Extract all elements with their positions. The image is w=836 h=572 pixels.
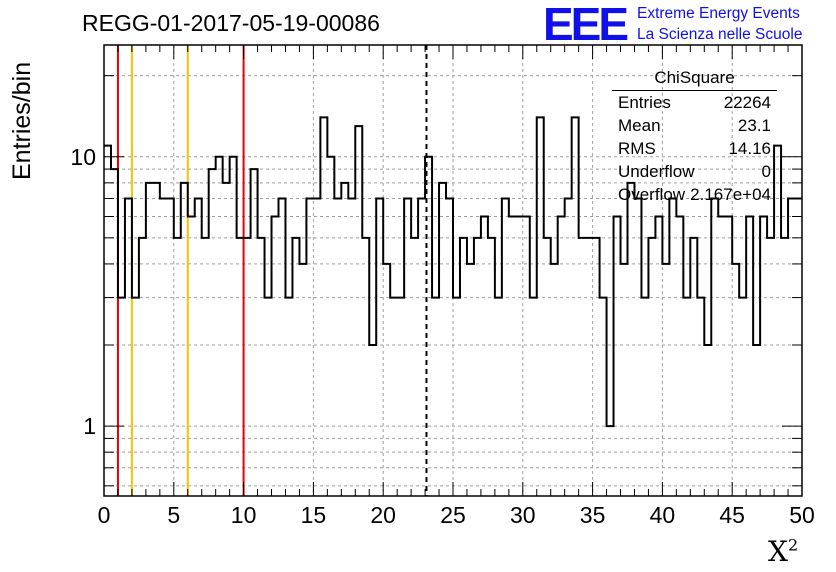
y-tick-label: 10 [70,144,96,170]
stats-row-underflow: Underflow 0 [612,160,777,183]
stats-value: 2.167e+04 [690,185,771,204]
logo-caption-line1: Extreme Energy Events [637,5,800,22]
stats-key: RMS [618,139,656,158]
stats-key: Entries [618,93,671,112]
x-tick-label: 30 [510,502,536,528]
stats-value: 0 [761,162,771,181]
stats-box: ChiSquare Entries 22264 Mean 23.1 RMS 14… [612,66,777,206]
x-tick-label: 35 [580,502,606,528]
x-tick-label: 10 [231,502,257,528]
x-tick-label: 25 [440,502,466,528]
stats-value: 22264 [723,93,771,112]
x-tick-label: 15 [301,502,327,528]
stats-row-rms: RMS 14.16 [612,137,777,160]
stats-key: Overflow [618,185,686,204]
stats-value: 23.1 [737,116,771,135]
x-tick-label: 0 [98,502,111,528]
stats-value: 14.16 [728,139,771,158]
stats-row-mean: Mean 23.1 [612,114,777,137]
x-tick-label: 45 [719,502,745,528]
stats-row-overflow: Overflow 2.167e+04 [612,183,777,206]
x-tick-label: 40 [650,502,676,528]
y-axis-label: Entries/bin [8,61,36,180]
stats-title: ChiSquare [612,66,777,91]
x-axis-label: X2 [768,535,799,568]
chart-title: REGG-01-2017-05-19-00086 [82,10,380,36]
stats-key: Mean [618,116,661,135]
x-tick-label: 5 [167,502,180,528]
stats-row-entries: Entries 22264 [612,91,777,114]
logo-caption-line2: La Scienza nelle Scuole [637,26,803,43]
logo-caption: Extreme Energy Events La Scienza nelle S… [637,3,802,45]
histogram-series [104,116,802,428]
stats-key: Underflow [618,162,695,181]
eee-logo: EEE [543,0,629,50]
y-tick-label: 1 [83,413,96,439]
x-tick-label: 50 [789,502,815,528]
x-tick-label: 20 [370,502,396,528]
